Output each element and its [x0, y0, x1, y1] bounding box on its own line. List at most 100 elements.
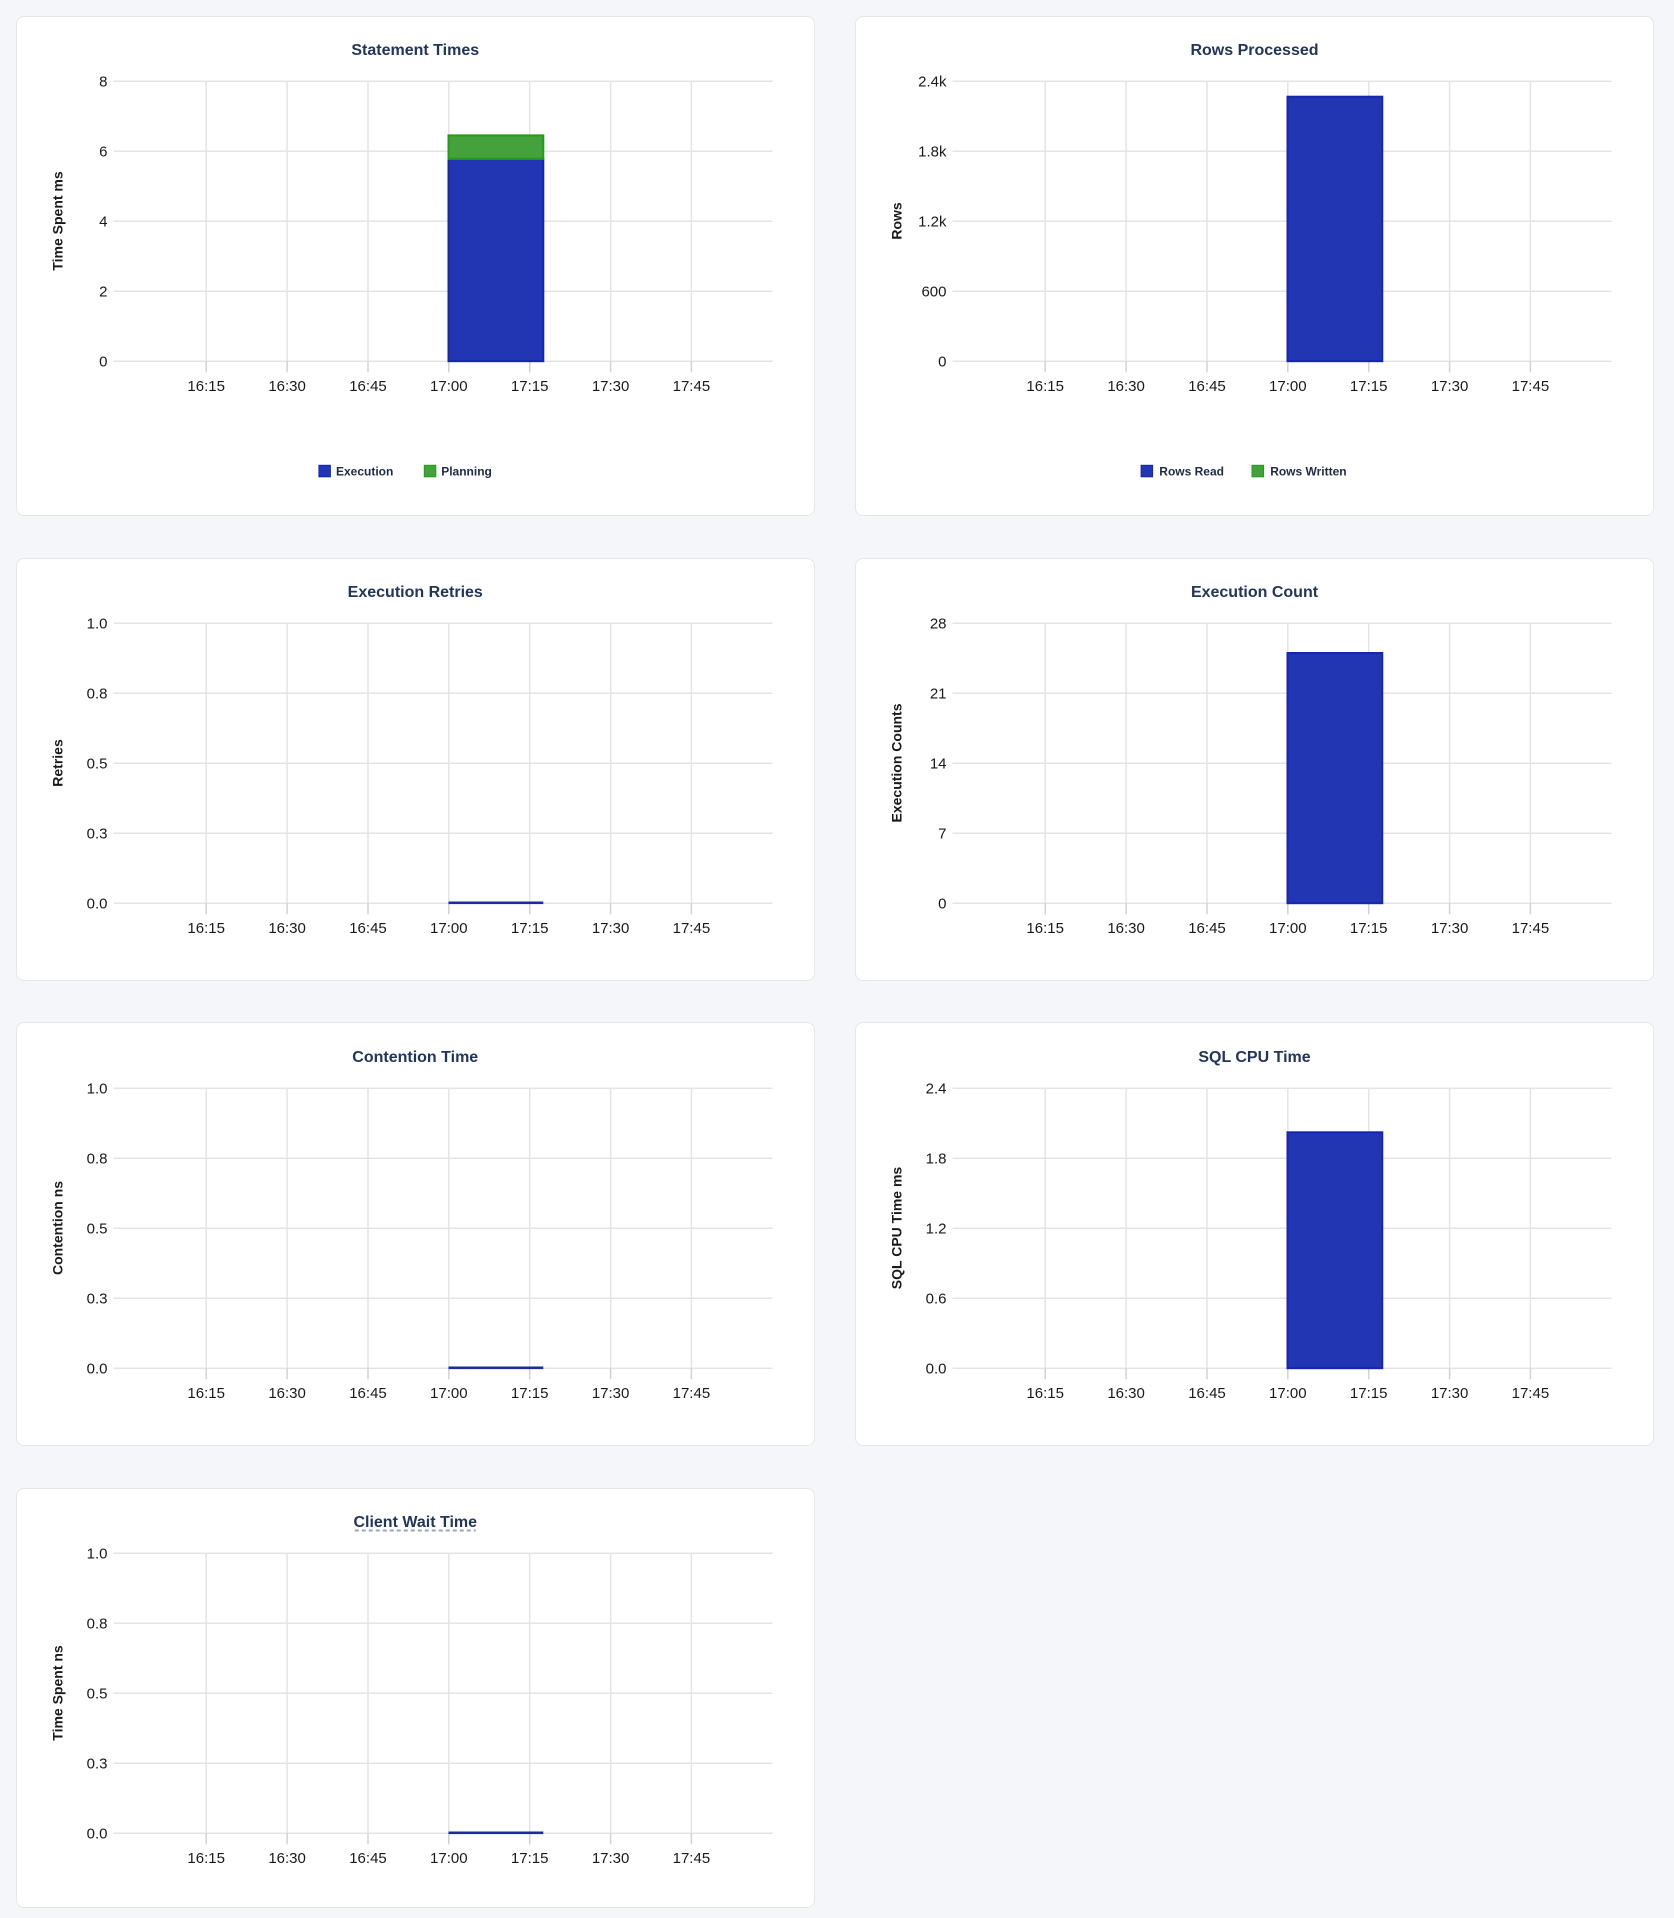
svg-text:0.5: 0.5 [86, 1686, 107, 1703]
svg-text:Rows Written: Rows Written [1270, 464, 1346, 478]
svg-text:Statement Times: Statement Times [351, 42, 479, 59]
svg-text:Time Spent ns: Time Spent ns [49, 1645, 65, 1741]
svg-text:17:30: 17:30 [591, 1385, 629, 1402]
svg-text:0.3: 0.3 [86, 825, 107, 842]
svg-text:0.0: 0.0 [86, 1360, 107, 1377]
svg-text:17:30: 17:30 [591, 1850, 629, 1867]
svg-text:0.8: 0.8 [86, 1616, 107, 1633]
svg-text:1.8: 1.8 [925, 1150, 946, 1167]
svg-text:0.3: 0.3 [86, 1756, 107, 1773]
svg-text:16:15: 16:15 [187, 920, 225, 937]
svg-text:16:45: 16:45 [349, 920, 387, 937]
svg-text:17:30: 17:30 [1430, 920, 1468, 937]
svg-text:17:15: 17:15 [510, 920, 548, 937]
svg-text:16:45: 16:45 [349, 1850, 387, 1867]
svg-text:17:00: 17:00 [430, 920, 468, 937]
svg-text:0.5: 0.5 [86, 756, 107, 773]
svg-text:0.0: 0.0 [925, 1360, 946, 1377]
svg-text:16:30: 16:30 [268, 1850, 306, 1867]
svg-text:2.4: 2.4 [925, 1080, 946, 1097]
svg-text:0.0: 0.0 [86, 895, 107, 912]
svg-text:16:15: 16:15 [187, 378, 225, 395]
svg-text:Execution Retries: Execution Retries [347, 584, 482, 601]
svg-text:17:15: 17:15 [510, 1385, 548, 1402]
svg-text:0: 0 [938, 895, 946, 912]
svg-text:16:45: 16:45 [349, 378, 387, 395]
svg-text:Time Spent ms: Time Spent ms [49, 171, 65, 271]
svg-text:0.3: 0.3 [86, 1290, 107, 1307]
svg-text:16:45: 16:45 [1188, 920, 1226, 937]
svg-text:17:15: 17:15 [1349, 378, 1387, 395]
svg-text:6: 6 [99, 144, 107, 161]
svg-text:16:15: 16:15 [187, 1385, 225, 1402]
svg-text:16:15: 16:15 [1026, 378, 1064, 395]
svg-text:17:30: 17:30 [1430, 1385, 1468, 1402]
svg-text:1.0: 1.0 [86, 616, 107, 633]
svg-text:16:30: 16:30 [1107, 1385, 1145, 1402]
svg-text:0.0: 0.0 [86, 1826, 107, 1843]
svg-text:16:30: 16:30 [268, 920, 306, 937]
svg-text:0: 0 [938, 353, 946, 370]
svg-text:17:00: 17:00 [430, 378, 468, 395]
svg-text:Execution: Execution [336, 464, 393, 478]
svg-text:16:30: 16:30 [1107, 920, 1145, 937]
svg-text:17:45: 17:45 [672, 1850, 710, 1867]
svg-text:Execution Count: Execution Count [1190, 584, 1318, 601]
svg-text:17:45: 17:45 [672, 920, 710, 937]
svg-text:17:15: 17:15 [1349, 1385, 1387, 1402]
svg-text:17:00: 17:00 [430, 1385, 468, 1402]
svg-text:Rows Read: Rows Read [1159, 464, 1224, 478]
svg-text:1.8k: 1.8k [918, 144, 947, 161]
svg-text:1.2k: 1.2k [918, 214, 947, 231]
svg-text:Execution Counts: Execution Counts [888, 703, 904, 822]
svg-text:21: 21 [929, 686, 946, 703]
svg-text:16:30: 16:30 [1107, 378, 1145, 395]
svg-text:7: 7 [938, 825, 946, 842]
svg-text:16:45: 16:45 [1188, 1385, 1226, 1402]
svg-text:17:45: 17:45 [1511, 920, 1549, 937]
svg-text:17:00: 17:00 [1269, 378, 1307, 395]
svg-text:16:30: 16:30 [268, 1385, 306, 1402]
svg-text:Rows Processed: Rows Processed [1190, 42, 1318, 59]
svg-text:16:15: 16:15 [187, 1850, 225, 1867]
svg-text:28: 28 [929, 616, 946, 633]
svg-text:0.8: 0.8 [86, 686, 107, 703]
svg-text:14: 14 [929, 756, 946, 773]
svg-text:16:15: 16:15 [1026, 920, 1064, 937]
svg-text:1.2: 1.2 [925, 1220, 946, 1237]
svg-text:17:15: 17:15 [510, 1850, 548, 1867]
svg-text:16:45: 16:45 [349, 1385, 387, 1402]
svg-text:2.4k: 2.4k [918, 74, 947, 91]
svg-text:17:45: 17:45 [1511, 1385, 1549, 1402]
svg-text:1.0: 1.0 [86, 1080, 107, 1097]
svg-text:0: 0 [99, 353, 107, 370]
svg-text:600: 600 [921, 283, 946, 300]
svg-text:17:15: 17:15 [1349, 920, 1387, 937]
svg-text:17:15: 17:15 [510, 378, 548, 395]
svg-text:17:30: 17:30 [591, 920, 629, 937]
svg-text:17:45: 17:45 [1511, 378, 1549, 395]
svg-text:16:15: 16:15 [1026, 1385, 1064, 1402]
svg-text:Client Wait Time: Client Wait Time [353, 1514, 477, 1531]
svg-text:4: 4 [99, 214, 107, 231]
svg-text:17:45: 17:45 [672, 378, 710, 395]
svg-text:SQL CPU Time: SQL CPU Time [1198, 1049, 1310, 1066]
svg-text:Retries: Retries [49, 739, 65, 787]
svg-text:16:45: 16:45 [1188, 378, 1226, 395]
svg-text:2: 2 [99, 283, 107, 300]
svg-text:Planning: Planning [441, 464, 492, 478]
svg-text:17:30: 17:30 [1430, 378, 1468, 395]
svg-text:17:00: 17:00 [1269, 920, 1307, 937]
svg-text:17:30: 17:30 [591, 378, 629, 395]
svg-text:17:00: 17:00 [1269, 1385, 1307, 1402]
svg-text:17:45: 17:45 [672, 1385, 710, 1402]
svg-text:Contention Time: Contention Time [352, 1049, 478, 1066]
svg-text:0.5: 0.5 [86, 1220, 107, 1237]
svg-text:17:00: 17:00 [430, 1850, 468, 1867]
svg-text:8: 8 [99, 74, 107, 91]
svg-text:Contention ns: Contention ns [49, 1181, 65, 1275]
svg-text:1.0: 1.0 [86, 1546, 107, 1563]
svg-text:0.6: 0.6 [925, 1290, 946, 1307]
svg-text:Rows: Rows [888, 202, 904, 240]
svg-text:0.8: 0.8 [86, 1150, 107, 1167]
